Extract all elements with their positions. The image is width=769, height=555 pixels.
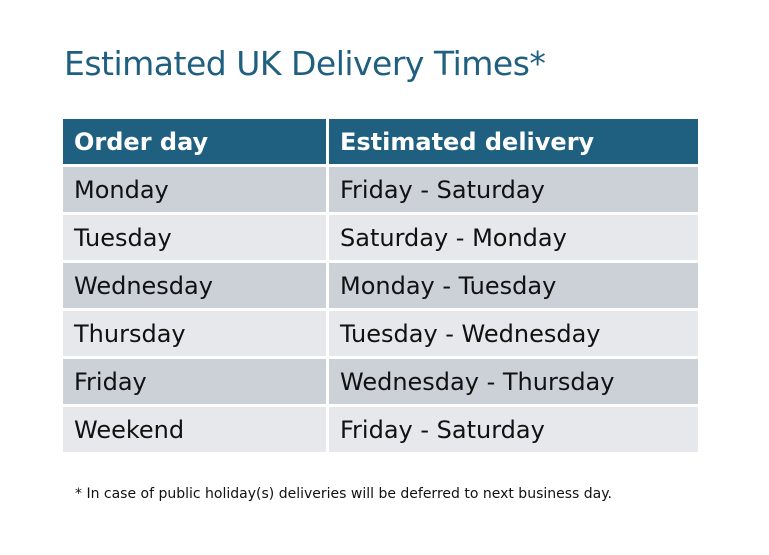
order-day-cell: Monday	[63, 167, 326, 212]
order-day-cell: Tuesday	[63, 215, 326, 260]
table-row: Friday Wednesday - Thursday	[63, 359, 698, 404]
estimated-delivery-cell: Friday - Saturday	[329, 167, 698, 212]
table-header-row: Order day Estimated delivery	[63, 119, 698, 164]
table-row: Wednesday Monday - Tuesday	[63, 263, 698, 308]
estimated-delivery-cell: Monday - Tuesday	[329, 263, 698, 308]
footnote: * In case of public holiday(s) deliverie…	[75, 486, 612, 502]
table-row: Thursday Tuesday - Wednesday	[63, 311, 698, 356]
page-title: Estimated UK Delivery Times*	[64, 44, 546, 83]
order-day-cell: Wednesday	[63, 263, 326, 308]
estimated-delivery-cell: Saturday - Monday	[329, 215, 698, 260]
header-order-day: Order day	[63, 119, 326, 164]
table-row: Tuesday Saturday - Monday	[63, 215, 698, 260]
estimated-delivery-cell: Wednesday - Thursday	[329, 359, 698, 404]
order-day-cell: Friday	[63, 359, 326, 404]
estimated-delivery-cell: Friday - Saturday	[329, 407, 698, 452]
table-row: Weekend Friday - Saturday	[63, 407, 698, 452]
estimated-delivery-cell: Tuesday - Wednesday	[329, 311, 698, 356]
table-row: Monday Friday - Saturday	[63, 167, 698, 212]
delivery-table: Order day Estimated delivery Monday Frida…	[60, 116, 701, 455]
header-estimated-delivery: Estimated delivery	[329, 119, 698, 164]
order-day-cell: Thursday	[63, 311, 326, 356]
order-day-cell: Weekend	[63, 407, 326, 452]
